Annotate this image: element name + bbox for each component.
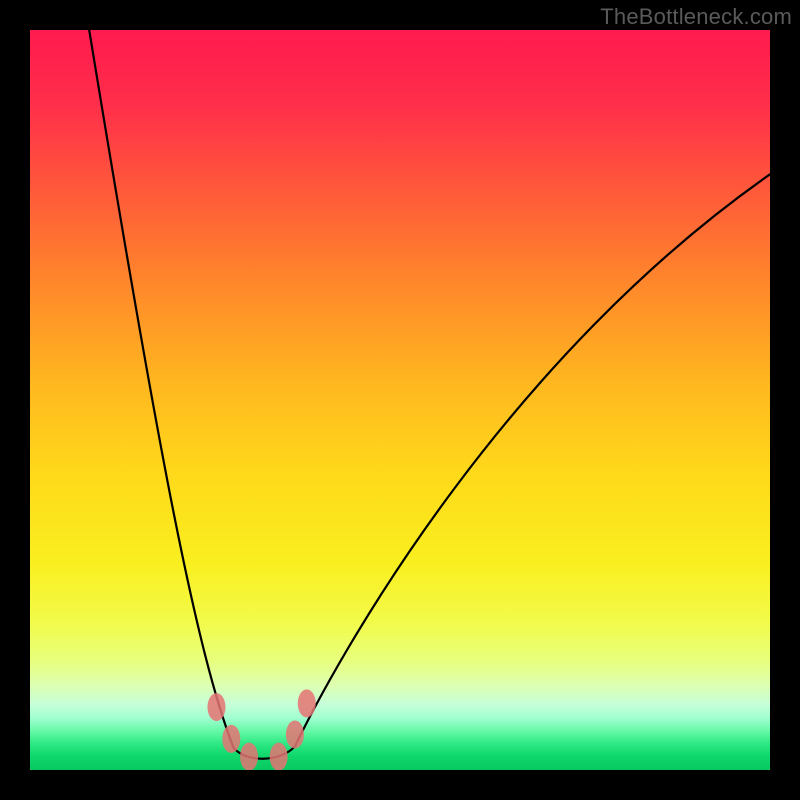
gradient-background <box>30 30 770 770</box>
watermark-text: TheBottleneck.com <box>600 4 792 30</box>
stage: TheBottleneck.com <box>0 0 800 800</box>
trough-marker <box>270 743 288 770</box>
trough-marker <box>286 720 304 748</box>
bottleneck-chart <box>30 30 770 770</box>
plot-frame <box>30 30 770 770</box>
trough-marker <box>298 689 316 717</box>
trough-marker <box>240 743 258 770</box>
trough-marker <box>222 725 240 753</box>
trough-marker <box>207 693 225 721</box>
